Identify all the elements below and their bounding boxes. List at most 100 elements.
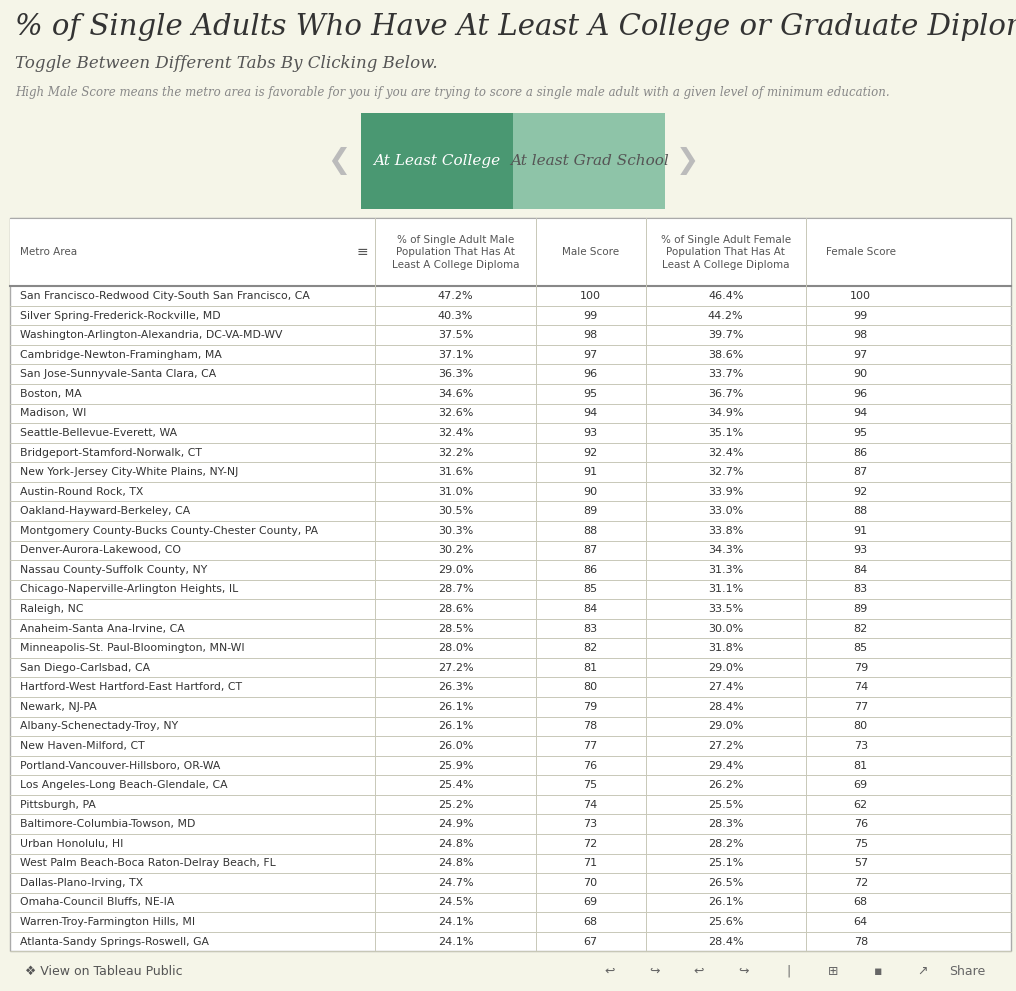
Text: 32.4%: 32.4% <box>708 448 744 458</box>
Text: 97: 97 <box>583 350 597 360</box>
Text: 97: 97 <box>853 350 868 360</box>
Text: 100: 100 <box>850 291 872 301</box>
Bar <box>513 113 665 209</box>
Text: 93: 93 <box>583 428 597 438</box>
Text: 88: 88 <box>583 526 597 536</box>
Text: Baltimore-Columbia-Towson, MD: Baltimore-Columbia-Towson, MD <box>20 820 195 829</box>
Text: 26.1%: 26.1% <box>438 702 473 712</box>
Text: 25.6%: 25.6% <box>708 917 744 927</box>
Text: 77: 77 <box>583 741 597 751</box>
Text: Male Score: Male Score <box>562 247 619 257</box>
Text: 33.5%: 33.5% <box>708 604 744 614</box>
Text: 30.5%: 30.5% <box>438 506 473 516</box>
Text: 26.1%: 26.1% <box>438 721 473 731</box>
Text: 78: 78 <box>583 721 597 731</box>
Text: 36.3%: 36.3% <box>438 370 473 380</box>
Text: 89: 89 <box>583 506 597 516</box>
Text: Hartford-West Hartford-East Hartford, CT: Hartford-West Hartford-East Hartford, CT <box>20 682 242 693</box>
Text: Chicago-Naperville-Arlington Heights, IL: Chicago-Naperville-Arlington Heights, IL <box>20 585 239 595</box>
Text: Los Angeles-Long Beach-Glendale, CA: Los Angeles-Long Beach-Glendale, CA <box>20 780 228 790</box>
Text: 26.5%: 26.5% <box>708 878 744 888</box>
Text: 68: 68 <box>583 917 597 927</box>
Text: Raleigh, NC: Raleigh, NC <box>20 604 83 614</box>
Text: 80: 80 <box>583 682 597 693</box>
Text: Female Score: Female Score <box>826 247 896 257</box>
Text: 29.4%: 29.4% <box>708 760 744 771</box>
Text: 25.2%: 25.2% <box>438 800 473 810</box>
Text: 32.6%: 32.6% <box>438 408 473 418</box>
Text: New York-Jersey City-White Plains, NY-NJ: New York-Jersey City-White Plains, NY-NJ <box>20 467 239 477</box>
Text: 79: 79 <box>853 663 868 673</box>
Text: 75: 75 <box>583 780 597 790</box>
Text: 96: 96 <box>853 388 868 398</box>
Text: 30.2%: 30.2% <box>438 545 473 555</box>
Text: At Least College: At Least College <box>373 154 501 168</box>
Text: 62: 62 <box>853 800 868 810</box>
Text: ▪: ▪ <box>874 964 882 978</box>
Text: 71: 71 <box>583 858 597 868</box>
Text: 68: 68 <box>853 898 868 908</box>
Text: 79: 79 <box>583 702 597 712</box>
Text: 78: 78 <box>853 936 868 946</box>
Text: 24.1%: 24.1% <box>438 917 473 927</box>
Text: Dallas-Plano-Irving, TX: Dallas-Plano-Irving, TX <box>20 878 143 888</box>
Text: % of Single Adult Female
Population That Has At
Least A College Diploma: % of Single Adult Female Population That… <box>660 235 790 270</box>
Text: 26.3%: 26.3% <box>438 682 473 693</box>
Text: 34.6%: 34.6% <box>438 388 473 398</box>
Text: 37.1%: 37.1% <box>438 350 473 360</box>
Text: 91: 91 <box>583 467 597 477</box>
Text: 77: 77 <box>853 702 868 712</box>
Text: 81: 81 <box>583 663 597 673</box>
Text: Anaheim-Santa Ana-Irvine, CA: Anaheim-Santa Ana-Irvine, CA <box>20 623 185 633</box>
Text: Seattle-Bellevue-Everett, WA: Seattle-Bellevue-Everett, WA <box>20 428 178 438</box>
Text: 39.7%: 39.7% <box>708 330 744 340</box>
Text: Warren-Troy-Farmington Hills, MI: Warren-Troy-Farmington Hills, MI <box>20 917 195 927</box>
Text: 27.2%: 27.2% <box>438 663 473 673</box>
Text: San Francisco-Redwood City-South San Francisco, CA: San Francisco-Redwood City-South San Fra… <box>20 291 310 301</box>
Text: 88: 88 <box>853 506 868 516</box>
Text: Washington-Arlington-Alexandria, DC-VA-MD-WV: Washington-Arlington-Alexandria, DC-VA-M… <box>20 330 282 340</box>
Text: 30.0%: 30.0% <box>708 623 744 633</box>
Text: 31.6%: 31.6% <box>438 467 473 477</box>
Text: |: | <box>786 964 790 978</box>
Text: 72: 72 <box>583 838 597 848</box>
Text: 33.0%: 33.0% <box>708 506 744 516</box>
Text: Boston, MA: Boston, MA <box>20 388 82 398</box>
Text: ❯: ❯ <box>677 147 699 175</box>
Text: ↩: ↩ <box>694 964 704 978</box>
Text: 83: 83 <box>583 623 597 633</box>
Text: ❖ View on Tableau Public: ❖ View on Tableau Public <box>25 964 183 978</box>
Text: 84: 84 <box>853 565 868 575</box>
Text: 31.3%: 31.3% <box>708 565 744 575</box>
Text: ↪: ↪ <box>739 964 749 978</box>
Text: 73: 73 <box>583 820 597 829</box>
Text: 94: 94 <box>853 408 868 418</box>
Text: 91: 91 <box>853 526 868 536</box>
Text: 44.2%: 44.2% <box>708 310 744 320</box>
Text: 69: 69 <box>853 780 868 790</box>
Text: 26.1%: 26.1% <box>708 898 744 908</box>
Text: 32.2%: 32.2% <box>438 448 473 458</box>
Text: San Jose-Sunnyvale-Santa Clara, CA: San Jose-Sunnyvale-Santa Clara, CA <box>20 370 216 380</box>
Text: 76: 76 <box>583 760 597 771</box>
Text: 27.4%: 27.4% <box>708 682 744 693</box>
Text: Bridgeport-Stamford-Norwalk, CT: Bridgeport-Stamford-Norwalk, CT <box>20 448 202 458</box>
Text: 92: 92 <box>583 448 597 458</box>
Text: 31.1%: 31.1% <box>708 585 744 595</box>
Text: Omaha-Council Bluffs, NE-IA: Omaha-Council Bluffs, NE-IA <box>20 898 175 908</box>
Text: Nassau County-Suffolk County, NY: Nassau County-Suffolk County, NY <box>20 565 207 575</box>
Text: 85: 85 <box>853 643 868 653</box>
Text: 64: 64 <box>853 917 868 927</box>
Text: Toggle Between Different Tabs By Clicking Below.: Toggle Between Different Tabs By Clickin… <box>15 55 438 71</box>
Text: 47.2%: 47.2% <box>438 291 473 301</box>
Text: 90: 90 <box>583 487 597 496</box>
Text: Share: Share <box>949 964 986 978</box>
Text: 40.3%: 40.3% <box>438 310 473 320</box>
Text: 38.6%: 38.6% <box>708 350 744 360</box>
Text: 24.7%: 24.7% <box>438 878 473 888</box>
Text: 87: 87 <box>583 545 597 555</box>
Text: 34.9%: 34.9% <box>708 408 744 418</box>
Text: 30.3%: 30.3% <box>438 526 473 536</box>
Text: 32.4%: 32.4% <box>438 428 473 438</box>
Text: 32.7%: 32.7% <box>708 467 744 477</box>
